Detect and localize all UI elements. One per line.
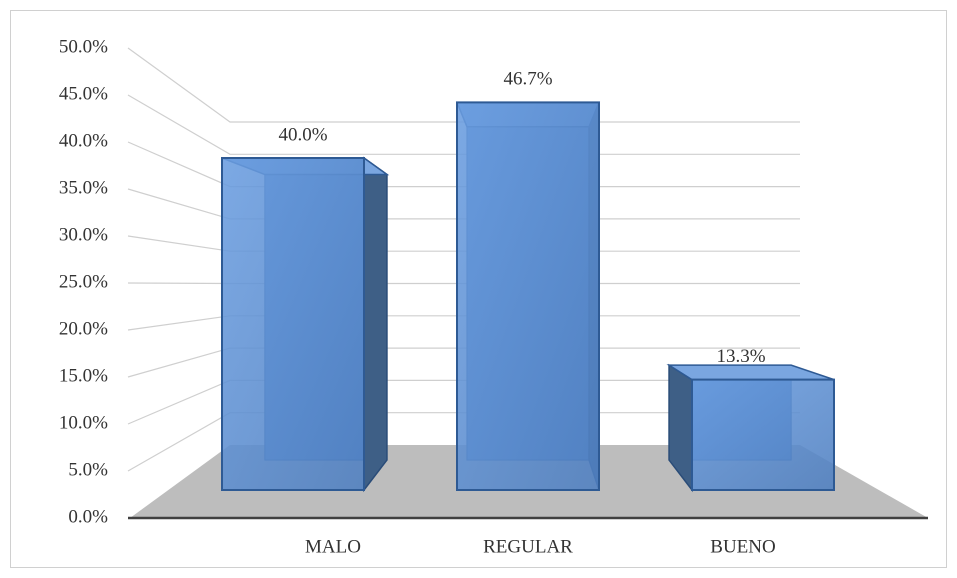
y-tick-label: 50.0% <box>59 36 108 57</box>
value-label: 40.0% <box>278 124 327 145</box>
grid-line <box>127 47 800 123</box>
x-tick-label: MALO <box>305 536 361 557</box>
y-tick-label: 15.0% <box>59 365 108 386</box>
x-tick-label: REGULAR <box>483 536 573 557</box>
grid-line <box>127 94 800 155</box>
y-tick-label: 5.0% <box>68 459 108 480</box>
value-label: 46.7% <box>503 69 552 90</box>
y-tick-label: 35.0% <box>59 177 108 198</box>
y-tick-label: 0.0% <box>68 506 108 527</box>
y-tick-label: 45.0% <box>59 83 108 104</box>
y-tick-label: 10.0% <box>59 412 108 433</box>
y-tick-label: 30.0% <box>59 224 108 245</box>
y-tick-label: 20.0% <box>59 318 108 339</box>
bar <box>221 157 365 491</box>
y-tick-label: 25.0% <box>59 271 108 292</box>
bar <box>691 378 835 491</box>
x-tick-label: BUENO <box>710 536 775 557</box>
bar-side <box>363 156 388 493</box>
bar <box>456 101 600 491</box>
y-tick-label: 40.0% <box>59 130 108 151</box>
value-label: 13.3% <box>716 346 765 367</box>
